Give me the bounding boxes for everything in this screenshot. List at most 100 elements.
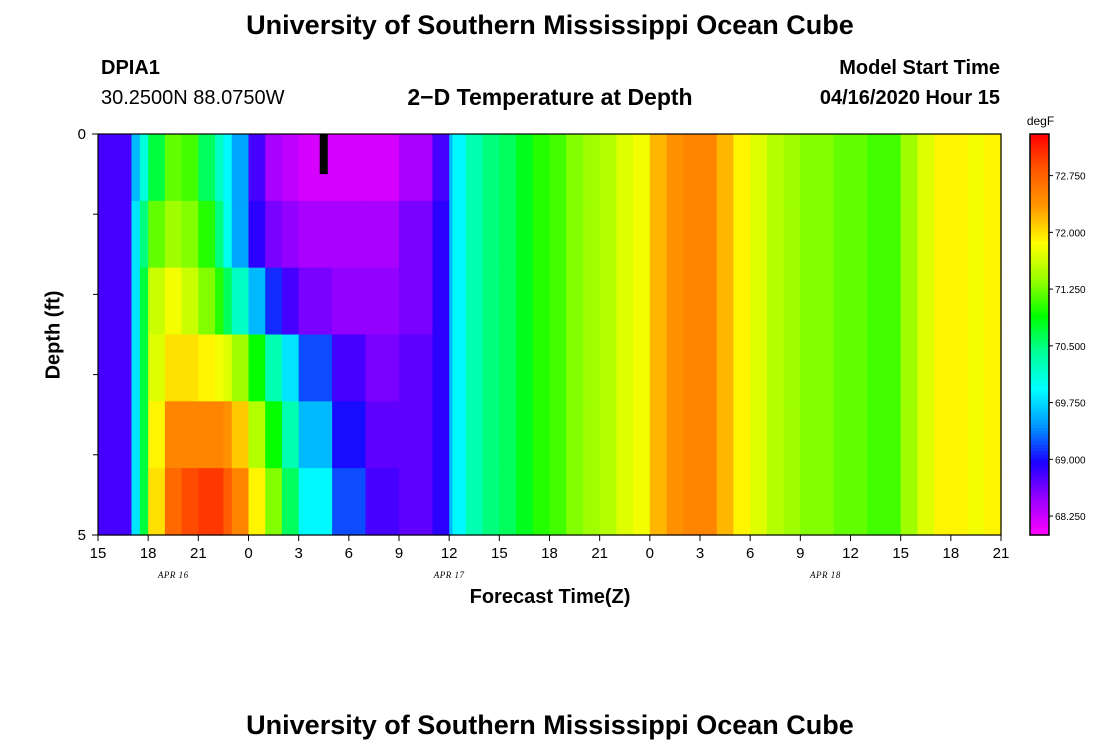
heatmap-cell bbox=[449, 134, 454, 202]
heatmap-cell bbox=[683, 468, 701, 536]
heatmap-cell bbox=[148, 200, 166, 269]
y-tick-label: 0 bbox=[78, 126, 86, 143]
heatmap-cell bbox=[223, 468, 233, 536]
legend-swatch bbox=[1030, 374, 1049, 379]
legend-swatch bbox=[1030, 428, 1049, 433]
legend-swatch bbox=[1030, 327, 1049, 332]
heatmap-cell bbox=[649, 334, 668, 402]
heatmap-cell bbox=[532, 134, 551, 202]
x-tick-label: 15 bbox=[892, 545, 909, 562]
legend-swatch bbox=[1030, 424, 1049, 429]
footer-title: University of Southern Mississippi Ocean… bbox=[246, 710, 854, 740]
legend-swatch bbox=[1030, 441, 1049, 446]
heatmap-cell bbox=[934, 200, 952, 269]
heatmap-cell bbox=[215, 401, 225, 469]
heatmap-cell bbox=[499, 267, 517, 336]
heatmap-cell bbox=[800, 200, 818, 269]
heatmap-cell bbox=[98, 200, 116, 269]
legend-swatch bbox=[1030, 140, 1049, 145]
heatmap-cell bbox=[499, 334, 517, 402]
legend-swatch bbox=[1030, 157, 1049, 162]
heatmap-cell bbox=[666, 468, 684, 536]
heatmap-cell bbox=[365, 134, 400, 202]
heatmap-cell bbox=[950, 134, 969, 202]
annotation-layer bbox=[319, 134, 328, 175]
heatmap-cell bbox=[967, 134, 985, 202]
heatmap-cell bbox=[432, 334, 450, 402]
legend-swatch bbox=[1030, 531, 1049, 536]
legend-tick-label: 69.000 bbox=[1055, 455, 1086, 466]
heatmap-cell bbox=[148, 334, 166, 402]
heatmap-cell bbox=[883, 468, 902, 536]
heatmap-cell bbox=[332, 267, 367, 336]
heatmap-cell bbox=[666, 401, 684, 469]
heatmap-cell bbox=[766, 134, 785, 202]
heatmap-cell bbox=[867, 267, 885, 336]
x-tick-label: 0 bbox=[646, 545, 654, 562]
x-tick-label: 6 bbox=[345, 545, 353, 562]
heatmap-cell bbox=[148, 468, 166, 536]
heatmap-cell bbox=[683, 267, 701, 336]
heatmap-cell bbox=[549, 134, 567, 202]
legend-swatch bbox=[1030, 431, 1049, 436]
heatmap-cell bbox=[800, 468, 818, 536]
heatmap-cell bbox=[900, 401, 918, 469]
legend-swatch bbox=[1030, 474, 1049, 479]
legend-swatch bbox=[1030, 504, 1049, 509]
legend-swatch bbox=[1030, 444, 1049, 449]
heatmap-cell bbox=[265, 200, 283, 269]
legend-swatch bbox=[1030, 224, 1049, 229]
legend-swatch bbox=[1030, 518, 1049, 523]
legend-swatch bbox=[1030, 297, 1049, 302]
heatmap-cell bbox=[883, 334, 902, 402]
model-start-value: 04/16/2020 Hour 15 bbox=[819, 87, 1000, 109]
heatmap-cell bbox=[449, 267, 454, 336]
heatmap-cell bbox=[449, 200, 454, 269]
legend-swatch bbox=[1030, 147, 1049, 152]
legend-swatch bbox=[1030, 214, 1049, 219]
legend-swatch bbox=[1030, 220, 1049, 225]
heatmap-cell bbox=[164, 134, 183, 202]
legend-swatch bbox=[1030, 394, 1049, 399]
legend-swatch bbox=[1030, 391, 1049, 396]
heatmap-cell bbox=[298, 468, 333, 536]
legend-swatch bbox=[1030, 498, 1049, 503]
heatmap-cell bbox=[850, 401, 868, 469]
legend-swatch bbox=[1030, 210, 1049, 215]
legend-swatch bbox=[1030, 408, 1049, 412]
heatmap-cell bbox=[131, 468, 141, 536]
heatmap-cell bbox=[599, 468, 617, 536]
heatmap-cell bbox=[399, 334, 434, 402]
heatmap-cell bbox=[265, 401, 283, 469]
heatmap-cell bbox=[365, 468, 400, 536]
legend-swatch bbox=[1030, 177, 1049, 182]
heatmap-cell bbox=[750, 401, 768, 469]
heatmap-cell bbox=[817, 401, 835, 469]
heatmap-cell bbox=[649, 468, 668, 536]
heatmap-cell bbox=[716, 401, 735, 469]
heatmap-cell bbox=[817, 267, 835, 336]
heatmap-cell bbox=[532, 468, 551, 536]
legend-frame bbox=[1029, 133, 1050, 536]
heatmap-cell bbox=[783, 334, 801, 402]
date-label: APR 16 bbox=[157, 570, 189, 580]
heatmap-cell bbox=[114, 468, 133, 536]
heatmap-cell bbox=[298, 401, 333, 469]
legend-swatch bbox=[1030, 387, 1049, 392]
heatmap-cell bbox=[231, 134, 250, 202]
heatmap-cell bbox=[114, 134, 133, 202]
heatmap-cell bbox=[917, 468, 935, 536]
legend-swatch bbox=[1030, 371, 1049, 376]
heatmap-cell bbox=[883, 134, 902, 202]
legend-swatch bbox=[1030, 451, 1049, 456]
heatmap-cell bbox=[231, 334, 250, 402]
marker-bar bbox=[319, 134, 328, 175]
legend-swatch bbox=[1030, 267, 1049, 272]
heatmap-cell bbox=[716, 134, 735, 202]
heatmap-cell bbox=[181, 468, 199, 536]
legend-swatch bbox=[1030, 351, 1049, 356]
heatmap-cell bbox=[833, 401, 852, 469]
legend-swatch bbox=[1030, 287, 1049, 292]
heatmap-cell bbox=[452, 334, 467, 402]
heatmap-cell bbox=[332, 401, 367, 469]
